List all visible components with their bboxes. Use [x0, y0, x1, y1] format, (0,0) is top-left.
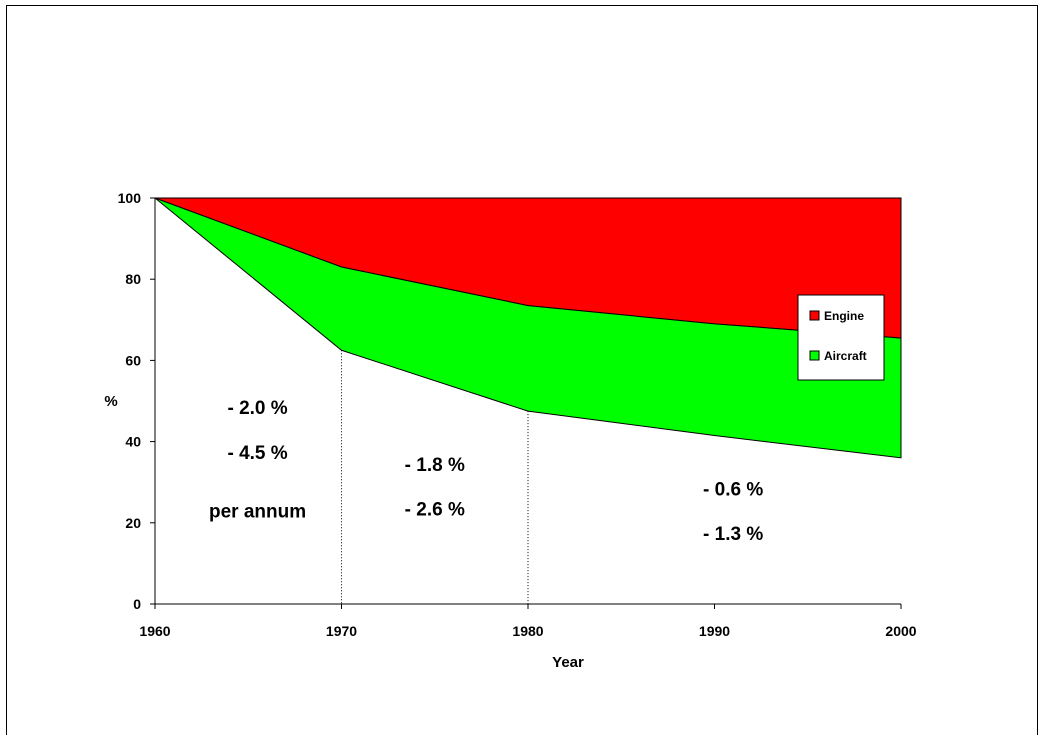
legend-label-engine: Engine	[824, 309, 864, 323]
x-tick-label: 2000	[885, 623, 916, 639]
annotation-0: - 2.0 %	[227, 398, 287, 419]
x-tick-label: 1980	[512, 623, 543, 639]
legend-label-aircraft: Aircraft	[824, 349, 867, 363]
annotation-4: - 2.6 %	[405, 500, 465, 521]
legend-swatch-engine	[809, 310, 820, 321]
annotation-1: - 4.5 %	[227, 443, 287, 464]
aircraft-area	[154, 197, 902, 459]
legend-box	[797, 294, 885, 381]
y-tick-label: 80	[125, 271, 141, 287]
y-tick-label: 0	[133, 596, 141, 612]
y-tick-label: 20	[125, 515, 141, 531]
x-tick-label: 1990	[699, 623, 730, 639]
x-axis-title: Year	[552, 654, 584, 671]
x-tick-label: 1970	[326, 623, 357, 639]
y-axis-title: %	[104, 393, 117, 410]
y-tick-label: 100	[118, 190, 142, 206]
annotation-6: - 1.3 %	[703, 524, 763, 545]
x-tick-label: 1960	[139, 623, 170, 639]
legend-swatch-aircraft	[809, 350, 820, 361]
y-tick-label: 60	[125, 352, 141, 368]
annotation-5: - 0.6 %	[703, 479, 763, 500]
annotation-3: - 1.8 %	[405, 455, 465, 476]
chart-frame	[6, 5, 1038, 735]
annotation-2: per annum	[209, 502, 306, 523]
y-tick-label: 40	[125, 434, 141, 450]
legend: Engine Aircraft	[797, 294, 885, 381]
